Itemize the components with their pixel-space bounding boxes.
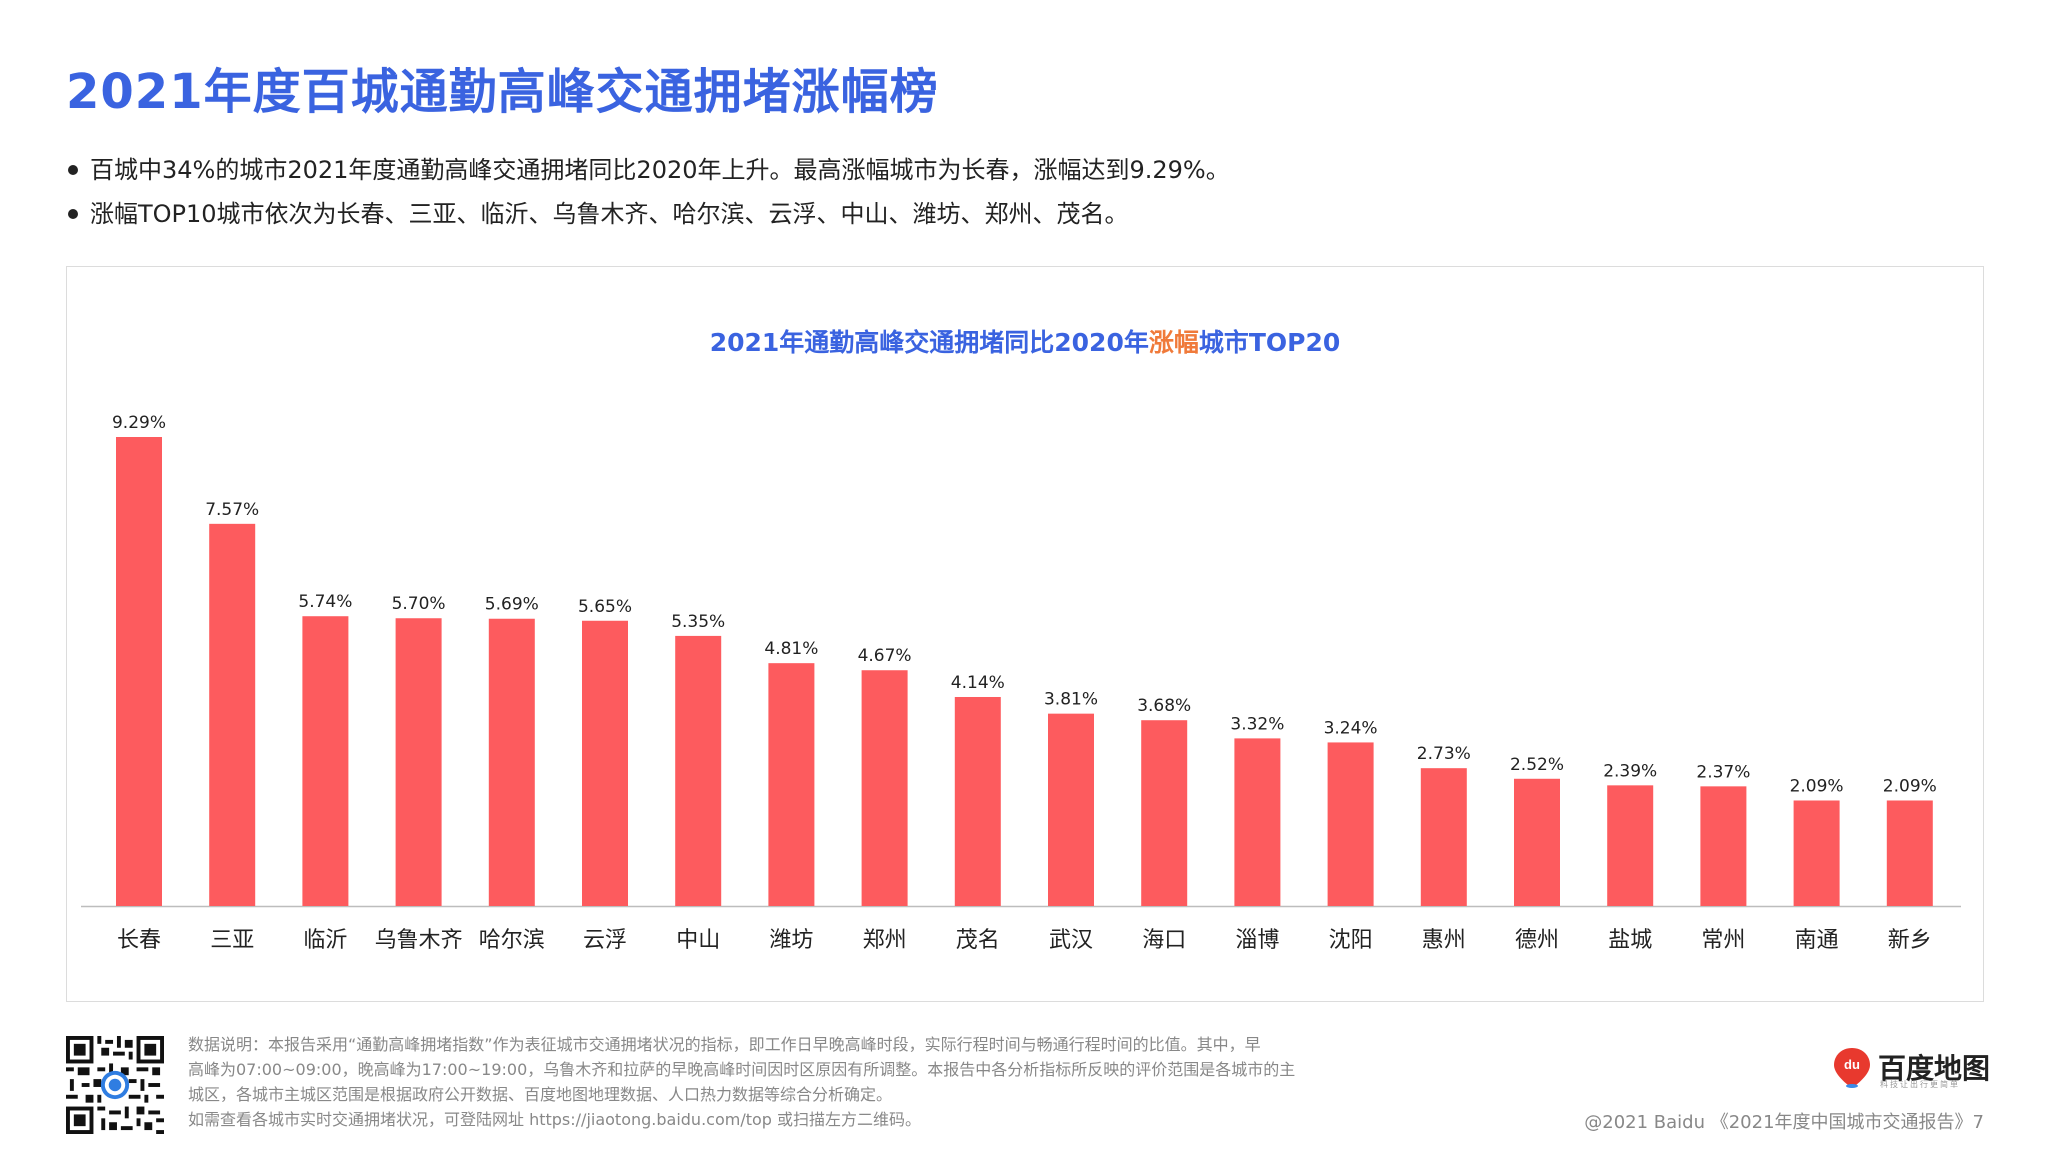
- baidu-map-logo: du 百度地图 科技让出行更简单: [1832, 1046, 1990, 1090]
- x-tick-label: 新乡: [1888, 928, 1932, 953]
- data-label: 2.09%: [1883, 776, 1937, 796]
- bar: [1141, 720, 1188, 906]
- data-label: 2.52%: [1510, 755, 1564, 775]
- x-tick-label: 海口: [1142, 928, 1186, 953]
- data-label: 2.73%: [1417, 744, 1471, 764]
- bar: [1886, 800, 1933, 906]
- data-label: 2.09%: [1790, 776, 1844, 796]
- summary-bullet: 百城中34%的城市2021年度通勤高峰交通拥堵同比2020年上升。最高涨幅城市为…: [66, 148, 1230, 192]
- baidu-map-pin-icon: du: [1834, 1048, 1870, 1088]
- chart-title: 2021年通勤高峰交通拥堵同比2020年涨幅城市TOP20: [67, 323, 1983, 359]
- bar: [488, 618, 535, 906]
- data-label: 4.67%: [858, 646, 912, 666]
- x-tick-label: 德州: [1515, 928, 1559, 953]
- data-label: 3.68%: [1137, 696, 1191, 716]
- data-note-line: 数据说明：本报告采用“通勤高峰拥堵指数”作为表征城市交通拥堵状况的指标，即工作日…: [188, 1035, 1261, 1054]
- data-label: 3.32%: [1230, 714, 1284, 734]
- x-tick-label: 云浮: [583, 928, 627, 953]
- bar: [1048, 713, 1094, 906]
- bar: [1234, 738, 1281, 906]
- x-tick-label: 郑州: [863, 928, 907, 953]
- x-tick-label: 三亚: [210, 928, 254, 953]
- bar: [582, 620, 628, 906]
- x-tick-label: 武汉: [1049, 928, 1093, 953]
- chart-title-highlight: 涨幅: [1148, 328, 1199, 357]
- x-tick-label: 中山: [676, 928, 720, 953]
- chart-panel: 2021年通勤高峰交通拥堵同比2020年涨幅城市TOP20 9.29% 长春 7.5…: [66, 266, 1984, 1002]
- copyright: @2021 Baidu 《2021年度中国城市交通报告》7: [1584, 1112, 1984, 1133]
- data-note: 数据说明：本报告采用“通勤高峰拥堵指数”作为表征城市交通拥堵状况的指标，即工作日…: [188, 1032, 1428, 1132]
- bar: [302, 616, 349, 906]
- chart-title-prefix: 2021年通勤高峰交通拥堵同比2020年: [709, 328, 1149, 357]
- data-label: 4.14%: [951, 673, 1005, 693]
- x-tick-label: 潍坊: [769, 928, 813, 953]
- x-tick-label: 沈阳: [1329, 928, 1373, 953]
- data-label: 5.69%: [485, 595, 539, 615]
- bar: [861, 670, 908, 906]
- x-tick-label: 长春: [117, 928, 161, 953]
- data-note-line: 如需查看各城市实时交通拥堵状况，可登陆网址 https://jiaotong.b…: [188, 1110, 922, 1129]
- bar-chart: 9.29% 长春 7.57% 三亚 5.74% 临沂 5.70% 乌鲁木齐 5.69% 哈尔滨 5.…: [81, 413, 1961, 953]
- x-tick-label: 哈尔滨: [479, 928, 545, 953]
- data-label: 5.74%: [298, 592, 352, 612]
- bar: [1793, 800, 1840, 906]
- x-tick-label: 临沂: [303, 928, 347, 953]
- summary-bullets: 百城中34%的城市2021年度通勤高峰交通拥堵同比2020年上升。最高涨幅城市为…: [66, 148, 1230, 236]
- logo-subtitle: 科技让出行更简单: [1880, 1080, 1960, 1089]
- bar: [116, 437, 162, 906]
- bar: [395, 618, 442, 906]
- data-label: 5.65%: [578, 597, 632, 617]
- data-label: 3.24%: [1324, 718, 1378, 738]
- logo-badge: du: [1844, 1057, 1860, 1072]
- x-tick-label: 南通: [1795, 928, 1839, 953]
- bar: [768, 663, 815, 906]
- data-label: 2.39%: [1603, 761, 1657, 781]
- bar: [209, 523, 256, 906]
- data-note-line: 城区，各城市主城区范围是根据政府公开数据、百度地图地理数据、人口热力数据等综合分…: [188, 1085, 893, 1104]
- qr-code-icon: [66, 1036, 164, 1134]
- summary-bullet: 涨幅TOP10城市依次为长春、三亚、临沂、乌鲁木齐、哈尔滨、云浮、中山、潍坊、郑…: [66, 192, 1230, 236]
- data-label: 4.81%: [764, 639, 818, 659]
- data-label: 7.57%: [205, 500, 259, 520]
- page-title: 2021年度百城通勤高峰交通拥堵涨幅榜: [66, 64, 939, 120]
- x-tick-label: 惠州: [1422, 928, 1466, 953]
- data-note-line: 高峰为07:00~09:00，晚高峰为17:00~19:00，乌鲁木齐和拉萨的早…: [188, 1060, 1296, 1079]
- x-tick-label: 常州: [1701, 928, 1745, 953]
- bar: [675, 635, 722, 906]
- data-label: 2.37%: [1696, 762, 1750, 782]
- data-label: 3.81%: [1044, 690, 1098, 710]
- x-tick-label: 淄博: [1235, 928, 1279, 953]
- x-tick-label: 乌鲁木齐: [375, 928, 463, 953]
- bar: [954, 696, 1001, 906]
- bar: [1327, 742, 1374, 906]
- x-tick-label: 茂名: [956, 928, 1000, 953]
- chart-title-suffix: 城市TOP20: [1198, 328, 1341, 357]
- data-label: 5.35%: [671, 612, 725, 632]
- x-tick-label: 盐城: [1608, 928, 1652, 953]
- bar: [1700, 786, 1747, 906]
- bar: [1420, 768, 1467, 906]
- bar: [1607, 785, 1654, 906]
- data-label: 5.70%: [392, 594, 446, 614]
- bar: [1514, 778, 1560, 906]
- logo-text: 百度地图: [1878, 1052, 1991, 1085]
- data-label: 9.29%: [112, 413, 166, 433]
